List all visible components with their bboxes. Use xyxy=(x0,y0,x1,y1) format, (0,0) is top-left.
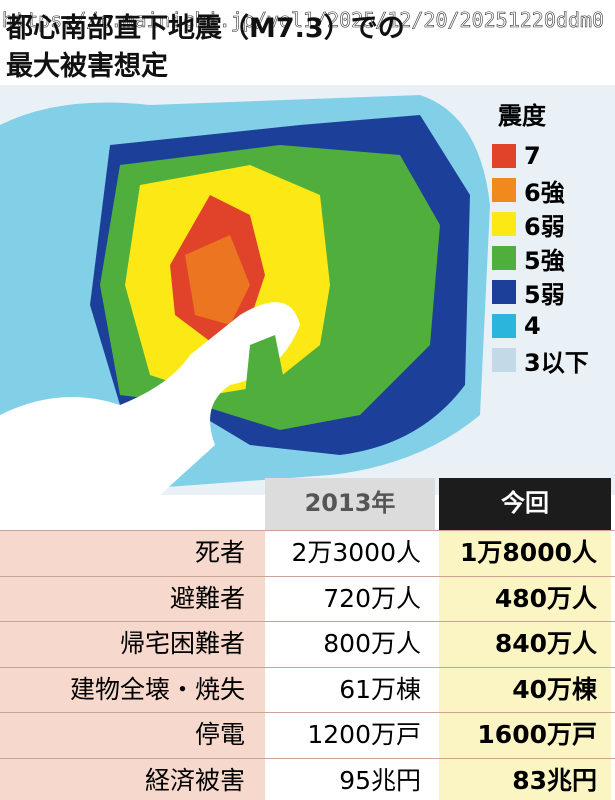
cell: 1万8000人 xyxy=(439,531,611,576)
legend: 震度 7 6強 6弱 5強 5弱 4 3以下 xyxy=(492,96,615,377)
cell: 83兆円 xyxy=(439,758,611,800)
legend-item: 5弱 xyxy=(492,275,615,309)
legend-label: 4 xyxy=(524,312,541,340)
legend-item: 7 xyxy=(492,139,615,173)
table-row: 経済被害 95兆円 83兆円 xyxy=(0,757,615,800)
legend-item: 6弱 xyxy=(492,207,615,241)
legend-item: 4 xyxy=(492,309,615,343)
row-label: 建物全壊・焼失 xyxy=(0,667,265,713)
legend-label: 6弱 xyxy=(524,212,565,241)
legend-label: 6強 xyxy=(524,178,565,207)
legend-swatch xyxy=(492,280,516,304)
cell: 40万棟 xyxy=(439,667,611,713)
cell: 720万人 xyxy=(265,576,435,622)
title: 都心南部直下地震（M7.3）での xyxy=(6,13,405,44)
row-label: 避難者 xyxy=(0,576,265,622)
table-row: 建物全壊・焼失 61万棟 40万棟 xyxy=(0,666,615,713)
table-row: 避難者 720万人 480万人 xyxy=(0,575,615,622)
column-header: 2013年 xyxy=(265,478,435,530)
cell: 1600万戸 xyxy=(439,713,611,758)
table-row: 死者 2万3000人 1万8000人 xyxy=(0,530,615,576)
legend-swatch xyxy=(492,314,516,338)
row-label: 死者 xyxy=(0,531,265,576)
cell: 95兆円 xyxy=(265,758,435,800)
legend-label: 7 xyxy=(524,142,541,170)
cell: 2万3000人 xyxy=(265,531,435,576)
cell: 840万人 xyxy=(439,622,611,667)
header-row: 2013年 今回 xyxy=(0,478,615,530)
legend-label: 5弱 xyxy=(524,280,565,309)
row-label: 経済被害 xyxy=(0,758,265,800)
legend-swatch xyxy=(492,212,516,236)
legend-label: 3以下 xyxy=(524,348,589,377)
legend-swatch xyxy=(492,178,516,202)
legend-item: 5強 xyxy=(492,241,615,275)
legend-title: 震度 xyxy=(498,102,546,130)
row-label: 停電 xyxy=(0,713,265,758)
table-row: 停電 1200万戸 1600万戸 xyxy=(0,712,615,758)
legend-label: 5強 xyxy=(524,246,565,275)
table-row: 帰宅困難者 800万人 840万人 xyxy=(0,621,615,667)
cell: 61万棟 xyxy=(265,667,435,713)
row-label: 帰宅困難者 xyxy=(0,622,265,667)
cell: 480万人 xyxy=(439,576,611,622)
watermark: https://c.mainichi.jp/vol1/2025/12/20/20… xyxy=(2,8,605,33)
cell: 800万人 xyxy=(265,622,435,667)
cell: 1200万戸 xyxy=(265,713,435,758)
legend-swatch xyxy=(492,246,516,270)
legend-item: 6強 xyxy=(492,173,615,207)
legend-item: 3以下 xyxy=(492,343,615,377)
legend-swatch xyxy=(492,144,516,168)
damage-table: 2013年 今回 死者 2万3000人 1万8000人 避難者 720万人 480万人 帰宅… xyxy=(0,478,615,800)
column-header: 今回 xyxy=(439,478,611,530)
title: 最大被害想定 xyxy=(6,51,168,82)
legend-swatch xyxy=(492,348,516,372)
